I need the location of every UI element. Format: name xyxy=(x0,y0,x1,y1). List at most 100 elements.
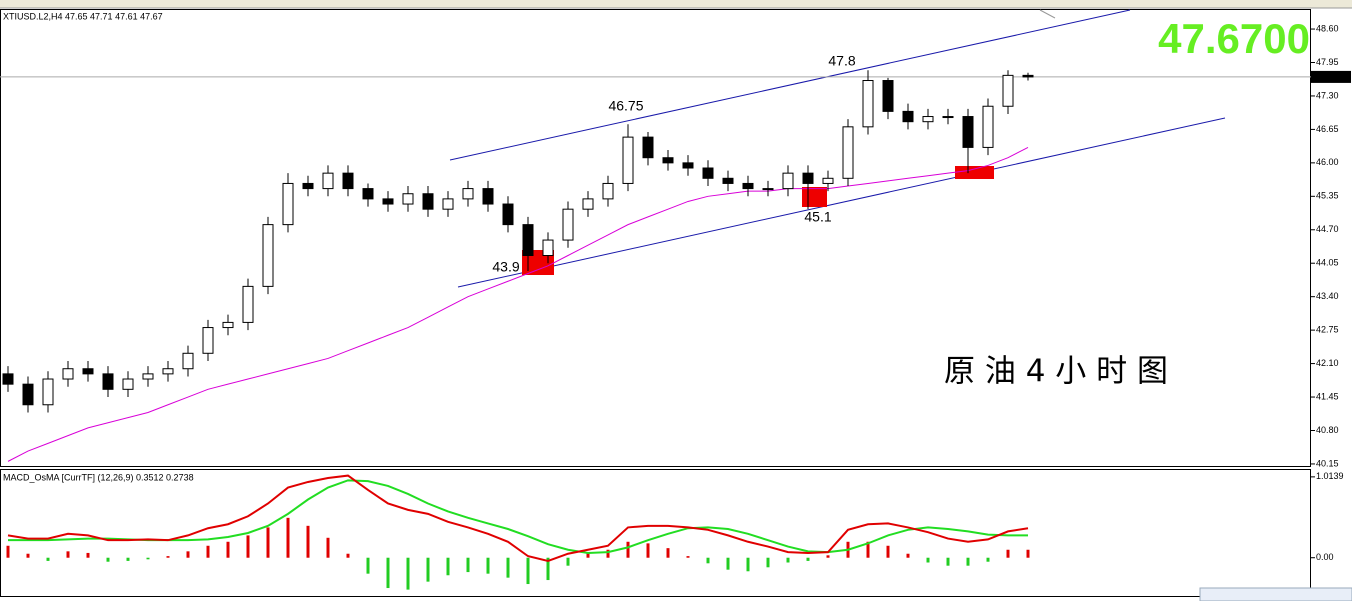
osma-bar xyxy=(586,552,590,558)
y-tick-label: 40.15 xyxy=(1316,458,1339,468)
candle-body xyxy=(362,188,374,200)
candle-body xyxy=(582,198,594,210)
osma-bar xyxy=(946,557,950,566)
candle-body xyxy=(202,327,214,354)
osma-bar xyxy=(206,545,210,558)
candle-body xyxy=(722,177,734,184)
big-price: 47.6700 xyxy=(1158,15,1310,62)
osma-bar xyxy=(66,551,70,558)
candle-body xyxy=(1022,74,1034,78)
y-tick-label: 40.80 xyxy=(1316,425,1339,435)
osma-bar xyxy=(606,549,610,558)
osma-bar xyxy=(46,557,50,561)
osma-bar xyxy=(806,557,810,561)
annotation: 43.9 xyxy=(492,259,519,275)
candle-body xyxy=(762,188,774,191)
candle-body xyxy=(862,80,874,128)
y-tick-label: 1.0139 xyxy=(1316,471,1344,481)
osma-bar xyxy=(906,553,910,558)
candle-body xyxy=(182,352,194,370)
candle-body xyxy=(502,203,514,226)
osma-bar xyxy=(766,557,770,568)
y-tick-label: 48.60 xyxy=(1316,23,1339,33)
candle-body xyxy=(142,373,154,380)
osma-bar xyxy=(686,556,690,558)
candle-body xyxy=(382,198,394,205)
y-tick-label: 47.30 xyxy=(1316,90,1339,100)
osma-bar xyxy=(506,557,510,578)
candle-body xyxy=(62,368,74,380)
y-tick-label: 42.75 xyxy=(1316,325,1339,335)
candle-body xyxy=(82,368,94,375)
support-box xyxy=(802,187,827,207)
candle-body xyxy=(342,172,354,190)
osma-bar xyxy=(646,543,650,558)
osma-bar xyxy=(926,557,930,563)
candle-body xyxy=(282,182,294,226)
candle-body xyxy=(682,162,694,169)
channel-upper xyxy=(449,9,1131,161)
osma-bar xyxy=(446,557,450,576)
osma-bar xyxy=(306,525,310,558)
candle-body xyxy=(442,198,454,210)
candle-body xyxy=(602,182,614,200)
macd-line xyxy=(7,474,1029,562)
osma-bar xyxy=(486,557,490,574)
candle-body xyxy=(462,188,474,200)
osma-bar xyxy=(1026,549,1030,558)
annotation: 47.8 xyxy=(828,53,855,69)
osma-bar xyxy=(886,545,890,558)
y-tick-label: 47.95 xyxy=(1316,57,1339,67)
candle-body xyxy=(822,177,834,184)
candle-body xyxy=(982,105,994,148)
osma-bar xyxy=(266,527,270,558)
candle-body xyxy=(802,172,814,184)
candle-body xyxy=(102,373,114,390)
macd-frame xyxy=(0,469,1311,597)
candle-body xyxy=(422,193,434,210)
support-box xyxy=(955,166,994,179)
candle-body xyxy=(942,116,954,119)
y-tick-label: 41.45 xyxy=(1316,391,1339,401)
osma-bar xyxy=(346,553,350,558)
osma-bar xyxy=(746,557,750,572)
y-tick-label: 43.40 xyxy=(1316,291,1339,301)
candle-body xyxy=(122,378,134,390)
candle-body xyxy=(642,136,654,159)
annotation: 45.1 xyxy=(804,209,831,225)
osma-bar xyxy=(386,557,390,589)
y-tick-label: 45.35 xyxy=(1316,191,1339,201)
candle-body xyxy=(962,116,974,148)
osma-bar xyxy=(626,541,630,558)
osma-bar xyxy=(706,557,710,564)
candle-body xyxy=(222,321,234,329)
osma-bar xyxy=(466,557,470,573)
osma-bar xyxy=(246,535,250,558)
candle-body xyxy=(922,116,934,123)
y-tick-label: 44.05 xyxy=(1316,258,1339,268)
candle-body xyxy=(42,378,54,406)
osma-bar xyxy=(26,553,30,558)
osma-bar xyxy=(986,557,990,562)
macd-title: MACD_OsMA [CurrTF] (12,26,9) 0.3512 0.27… xyxy=(3,472,194,482)
osma-bar xyxy=(826,555,830,558)
candle-body xyxy=(2,373,14,385)
candle-body xyxy=(482,188,494,205)
osma-bar xyxy=(966,557,970,566)
y-tick-label: 46.00 xyxy=(1316,157,1339,167)
candle-body xyxy=(402,193,414,205)
candle-body xyxy=(882,80,894,112)
candle-body xyxy=(902,110,914,123)
candle-body xyxy=(782,172,794,190)
status-toolbar[interactable] xyxy=(1199,587,1352,601)
osma-bar xyxy=(866,541,870,558)
osma-bar xyxy=(286,517,290,558)
channel-stub xyxy=(1039,9,1056,19)
current-price-box xyxy=(1311,70,1351,83)
plot: 48.60 47.95 47.30 46.65 46.00 45.35 44.70 44.05… xyxy=(0,23,1351,590)
osma-bar xyxy=(106,557,110,562)
candle-body xyxy=(542,239,554,256)
osma-bar xyxy=(786,557,790,563)
